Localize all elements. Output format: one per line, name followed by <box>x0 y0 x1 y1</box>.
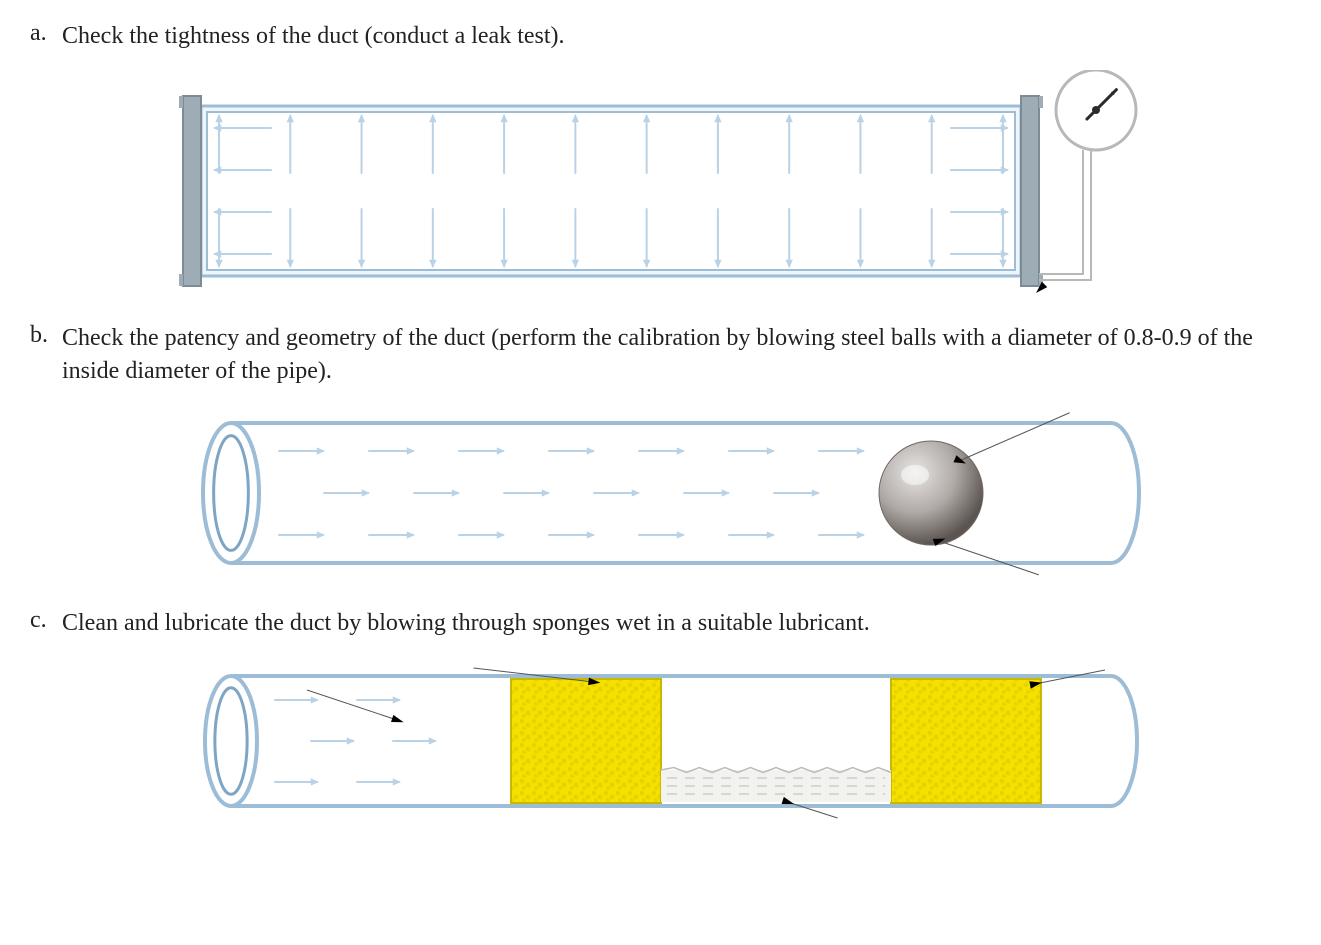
item-c-body: Clean and lubricate the duct by blowing … <box>62 607 1291 639</box>
item-a-text-row: a. Check the tightness of the duct (cond… <box>30 20 1291 52</box>
item-c-text-row: c. Clean and lubricate the duct by blowi… <box>30 607 1291 639</box>
diagram-b-ball-calibration <box>171 405 1151 585</box>
diagram-c-sponge-clean <box>171 658 1151 828</box>
list-item-b: b. Check the patency and geometry of the… <box>30 322 1291 585</box>
list-item-c: c. Clean and lubricate the duct by blowi… <box>30 607 1291 827</box>
item-a-body: Check the tightness of the duct (conduct… <box>62 20 1291 52</box>
item-b-text-row: b. Check the patency and geometry of the… <box>30 322 1291 387</box>
item-a-marker: a. <box>30 20 62 47</box>
list-item-a: a. Check the tightness of the duct (cond… <box>30 20 1291 300</box>
item-b-marker: b. <box>30 322 62 349</box>
diagram-a-wrap <box>30 70 1291 300</box>
diagram-b-wrap <box>30 405 1291 585</box>
item-c-marker: c. <box>30 607 62 634</box>
diagram-c-wrap <box>30 658 1291 828</box>
item-b-body: Check the patency and geometry of the du… <box>62 322 1291 387</box>
diagram-a-leak-test <box>171 70 1151 300</box>
